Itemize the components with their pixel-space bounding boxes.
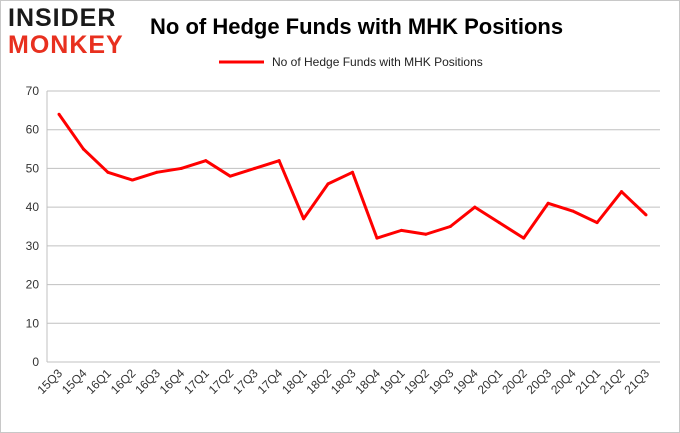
x-tick-label: 16Q1: [83, 366, 114, 397]
data-point: [302, 217, 306, 221]
y-tick-label: 30: [26, 239, 40, 253]
data-point: [277, 159, 281, 163]
x-axis: 15Q315Q416Q116Q216Q316Q417Q117Q217Q317Q4…: [34, 366, 652, 397]
data-point: [546, 201, 550, 205]
x-tick-label: 21Q3: [621, 366, 652, 397]
data-point: [179, 166, 183, 170]
data-point: [57, 112, 61, 116]
data-point: [522, 236, 526, 240]
legend-label: No of Hedge Funds with MHK Positions: [272, 55, 483, 69]
data-point: [253, 166, 257, 170]
logo-line-2: MONKEY: [8, 31, 124, 59]
insider-monkey-logo: INSIDER MONKEY: [8, 6, 124, 58]
x-tick-label: 15Q3: [34, 366, 65, 397]
x-tick-label: 19Q2: [401, 366, 432, 397]
data-point: [399, 228, 403, 232]
y-tick-label: 60: [26, 123, 40, 137]
data-point: [473, 205, 477, 209]
y-tick-label: 70: [26, 84, 40, 98]
x-tick-label: 18Q2: [304, 366, 335, 397]
series-line: [57, 113, 648, 240]
series-group: [57, 112, 648, 240]
data-point: [571, 209, 575, 213]
x-tick-label: 15Q4: [59, 366, 90, 397]
x-tick-label: 20Q1: [475, 366, 506, 397]
x-tick-label: 18Q4: [352, 366, 383, 397]
data-point: [81, 147, 85, 151]
data-point: [204, 159, 208, 163]
x-tick-label: 17Q2: [206, 366, 237, 397]
data-point: [644, 213, 648, 217]
data-point: [228, 174, 232, 178]
x-tick-label: 16Q4: [157, 366, 188, 397]
x-tick-label: 20Q3: [524, 366, 555, 397]
x-tick-label: 19Q1: [377, 366, 408, 397]
x-tick-label: 17Q1: [181, 366, 212, 397]
data-point: [130, 178, 134, 182]
data-point: [620, 190, 624, 194]
x-tick-label: 18Q1: [279, 366, 310, 397]
x-tick-label: 19Q4: [450, 366, 481, 397]
x-tick-label: 20Q2: [499, 366, 530, 397]
x-tick-label: 21Q2: [597, 366, 628, 397]
data-point: [595, 221, 599, 225]
data-point: [155, 170, 159, 174]
y-tick-label: 0: [32, 355, 39, 369]
x-tick-label: 19Q3: [426, 366, 457, 397]
x-tick-label: 20Q4: [548, 366, 579, 397]
data-point: [497, 221, 501, 225]
grid-lines: [47, 90, 660, 363]
data-point: [375, 236, 379, 240]
x-tick-label: 18Q3: [328, 366, 359, 397]
y-axis: 0 10 20 30 40 50 60 70: [26, 84, 48, 369]
logo-line-1: INSIDER: [8, 4, 117, 32]
x-tick-label: 16Q2: [108, 366, 139, 397]
data-point: [448, 225, 452, 228]
data-point: [424, 232, 428, 236]
y-tick-label: 50: [26, 161, 40, 175]
chart-title: No of Hedge Funds with MHK Positions: [150, 14, 564, 39]
y-tick-label: 40: [26, 200, 40, 214]
x-tick-label: 21Q1: [573, 366, 604, 397]
x-tick-label: 17Q4: [255, 366, 286, 397]
x-tick-label: 17Q3: [230, 366, 261, 397]
legend: No of Hedge Funds with MHK Positions: [219, 55, 483, 69]
y-tick-label: 10: [26, 316, 40, 330]
data-point: [326, 182, 330, 186]
y-tick-label: 20: [26, 278, 40, 292]
data-point: [351, 170, 354, 174]
x-tick-label: 16Q3: [132, 366, 163, 397]
data-point: [106, 170, 110, 174]
